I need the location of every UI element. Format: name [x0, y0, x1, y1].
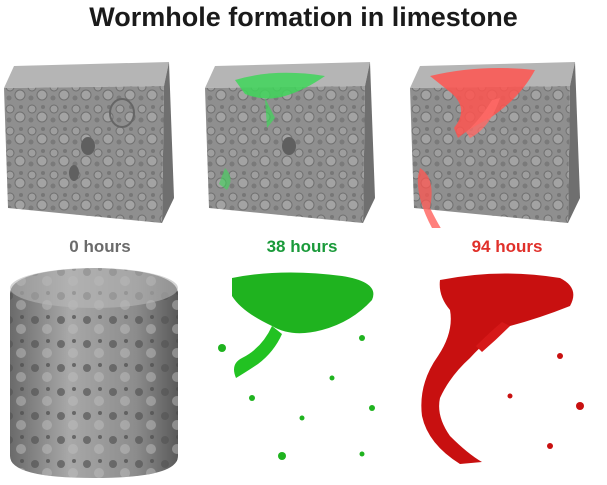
red-wormhole-volume [410, 266, 595, 472]
cube-0-hours [4, 58, 180, 228]
label-38-hours: 38 hours [266, 237, 338, 256]
label-0-hours: 0 hours [69, 237, 131, 256]
cube-94-hours [410, 58, 586, 228]
cube-38-hours [205, 58, 381, 228]
green-wormhole-volume [212, 268, 392, 468]
gray-cylinder-sample [2, 264, 186, 482]
page-title: Wormhole formation in limestone [89, 2, 518, 32]
label-94-hours: 94 hours [471, 237, 543, 256]
